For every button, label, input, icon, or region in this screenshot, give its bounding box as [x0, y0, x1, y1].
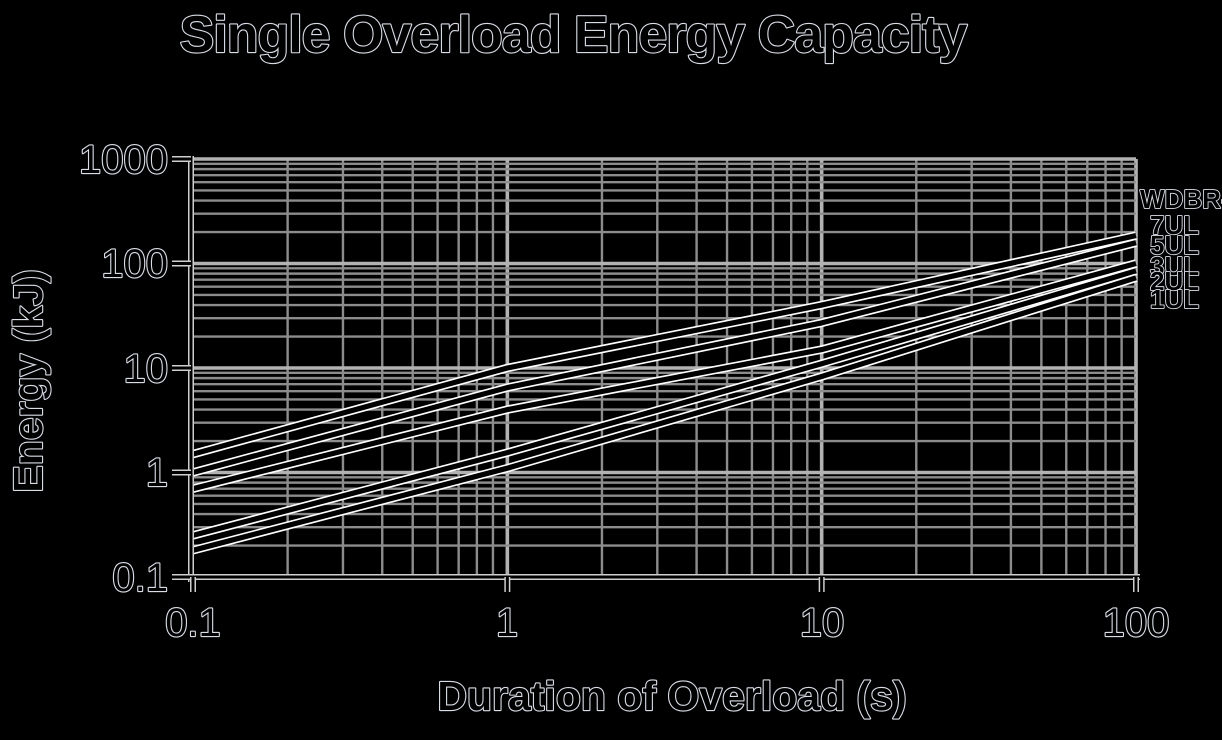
- chart-title: Single Overload Energy Capacity: [180, 6, 968, 64]
- curve-2ul: [192, 268, 1137, 538]
- legend-item-1ul: 1UL: [1150, 284, 1199, 314]
- curve-3ul: [192, 260, 1137, 492]
- curve-7ul: [192, 233, 1137, 457]
- curve-5ul: [192, 240, 1137, 476]
- legend-item-3ul: 3UL: [1150, 251, 1199, 281]
- x-axis-title: Duration of Overload (s): [437, 673, 906, 719]
- x-tick-1: 1: [496, 601, 518, 645]
- curve-1ul: [192, 275, 1137, 553]
- legend-item-5ul: 5UL: [1150, 230, 1199, 260]
- y-tick-100: 100: [101, 242, 168, 286]
- axes: [172, 156, 1140, 592]
- y-tick-0p1: 0.1: [112, 556, 168, 600]
- x-axis-tick-labels: 0.1 1 10 100: [164, 600, 1170, 646]
- x-tick-100: 100: [1103, 601, 1170, 645]
- y-axis-tick-labels: 1000 100 10 1 0.1: [78, 137, 169, 601]
- x-tick-10: 10: [800, 601, 845, 645]
- y-tick-1000: 1000: [79, 138, 168, 182]
- y-tick-10: 10: [124, 347, 169, 391]
- legend-title: WDBR-: [1140, 184, 1222, 214]
- y-tick-1: 1: [146, 451, 168, 495]
- legend-item-7ul: 7UL: [1150, 210, 1199, 240]
- x-tick-0p1: 0.1: [165, 601, 221, 645]
- legend-item-2ul: 2UL: [1150, 266, 1199, 296]
- grid-lines: [193, 157, 1138, 577]
- y-axis-title: Energy (kJ): [5, 269, 51, 492]
- legend: WDBR- 7UL 5UL 3UL 2UL 1UL: [1139, 183, 1222, 315]
- data-curves: [191, 231, 1138, 555]
